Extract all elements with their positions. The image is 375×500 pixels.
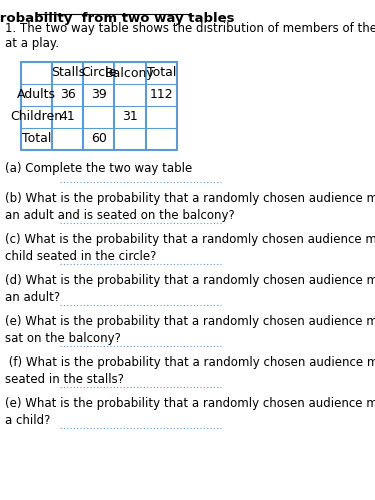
Text: 41: 41	[60, 110, 76, 124]
Text: Stalls: Stalls	[51, 66, 85, 80]
Text: 36: 36	[60, 88, 76, 102]
Text: Adults: Adults	[17, 88, 56, 102]
Text: 39: 39	[91, 88, 107, 102]
Text: (b) What is the probability that a randomly chosen audience member is
an adult a: (b) What is the probability that a rando…	[5, 192, 375, 222]
Text: Children: Children	[10, 110, 63, 124]
Text: (e) What is the probability that a randomly chosen audience member is
a child?: (e) What is the probability that a rando…	[5, 397, 375, 427]
Text: 112: 112	[150, 88, 173, 102]
Text: Probability  from two way tables: Probability from two way tables	[0, 12, 235, 25]
Text: 31: 31	[122, 110, 138, 124]
Text: (d) What is the probability that a randomly chosen audience member is
an adult?: (d) What is the probability that a rando…	[5, 274, 375, 304]
Text: 60: 60	[91, 132, 107, 145]
Text: Total: Total	[147, 66, 176, 80]
Text: (c) What is the probability that a randomly chosen audience member is a
child se: (c) What is the probability that a rando…	[5, 233, 375, 263]
Text: (e) What is the probability that a randomly chosen audience member is
sat on the: (e) What is the probability that a rando…	[5, 315, 375, 345]
Text: Circle: Circle	[81, 66, 117, 80]
Text: Balcony: Balcony	[105, 66, 155, 80]
Text: 1. The two way table shows the distribution of members of the audience
at a play: 1. The two way table shows the distribut…	[5, 22, 375, 50]
Text: Total: Total	[22, 132, 51, 145]
Text: (a) Complete the two way table: (a) Complete the two way table	[5, 162, 192, 175]
Text: (f) What is the probability that a randomly chosen audience member is
seated in : (f) What is the probability that a rando…	[5, 356, 375, 386]
